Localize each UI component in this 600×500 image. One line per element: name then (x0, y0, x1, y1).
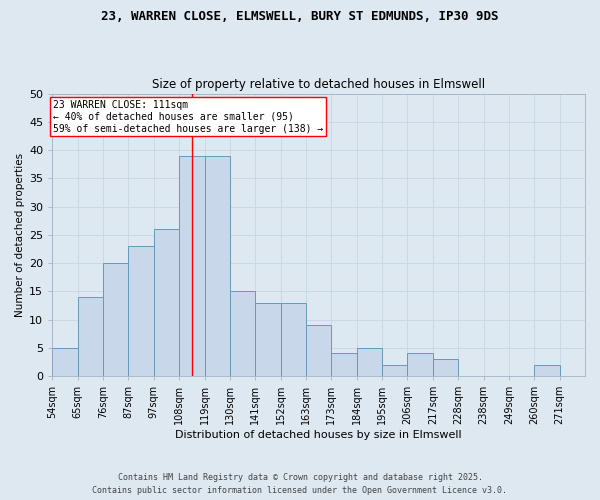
Bar (306, 325, 331, 376)
Bar (103, 263, 128, 376)
Y-axis label: Number of detached properties: Number of detached properties (15, 152, 25, 317)
Bar (433, 359, 458, 376)
X-axis label: Distribution of detached houses by size in Elmswell: Distribution of detached houses by size … (175, 430, 462, 440)
Bar (331, 354, 357, 376)
Bar (382, 364, 407, 376)
Text: 23 WARREN CLOSE: 111sqm
← 40% of detached houses are smaller (95)
59% of semi-de: 23 WARREN CLOSE: 111sqm ← 40% of detache… (53, 100, 323, 134)
Text: 23, WARREN CLOSE, ELMSWELL, BURY ST EDMUNDS, IP30 9DS: 23, WARREN CLOSE, ELMSWELL, BURY ST EDMU… (101, 10, 499, 23)
Bar (255, 302, 281, 376)
Bar (77, 297, 103, 376)
Title: Size of property relative to detached houses in Elmswell: Size of property relative to detached ho… (152, 78, 485, 91)
Bar (281, 302, 306, 376)
Text: Contains HM Land Registry data © Crown copyright and database right 2025.
Contai: Contains HM Land Registry data © Crown c… (92, 474, 508, 495)
Bar (52, 348, 77, 376)
Bar (357, 348, 382, 376)
Bar (407, 354, 433, 376)
Bar (205, 156, 230, 376)
Bar (179, 156, 205, 376)
Bar (534, 364, 560, 376)
Bar (128, 246, 154, 376)
Bar (230, 292, 255, 376)
Bar (154, 229, 179, 376)
